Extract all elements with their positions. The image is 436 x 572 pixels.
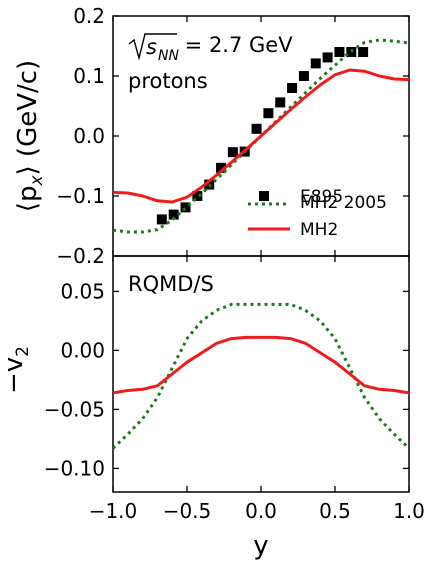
x-axis-label: y — [253, 531, 268, 561]
top-ytick-label: 0.2 — [73, 4, 105, 28]
top-ytick-label: −0.2 — [56, 244, 105, 268]
top-line-mh2 — [113, 68, 409, 204]
top-point-e895 — [310, 58, 321, 69]
bottom-ylabel-main: −v — [0, 357, 29, 394]
top-ylabel-sub: x — [27, 175, 47, 187]
xtick-label: 0.0 — [245, 499, 277, 523]
bottom-series — [113, 302, 409, 450]
bottom-ytick-label: −0.05 — [44, 397, 105, 421]
xtick-label: −0.5 — [163, 499, 212, 523]
top-point-e895 — [275, 97, 286, 108]
top-ytick-label: −0.1 — [56, 184, 105, 208]
annotation-subscript: NN — [158, 48, 179, 64]
annotation-value: = 2.7 GeV — [178, 33, 293, 57]
top-point-e895 — [156, 214, 167, 225]
xtick-label: 0.5 — [319, 499, 351, 523]
top-ticks: −0.2 −0.1 0.0 0.1 0.2 — [56, 4, 410, 268]
top-ytick-label: 0.0 — [73, 124, 105, 148]
legend: E895 MH2 2005 MH2 — [248, 187, 387, 240]
top-point-e895 — [180, 202, 191, 213]
top-y-axis-label: ⟨px⟩ (GeV/c) — [13, 60, 47, 212]
top-ylabel-main: ⟨p — [13, 186, 43, 213]
top-ytick-label: 0.1 — [73, 64, 105, 88]
top-series — [113, 38, 409, 234]
particle-annotation: protons — [128, 69, 208, 93]
top-point-e895 — [322, 52, 333, 63]
bottom-ticks: −0.10 −0.05 0.00 0.05 −1.0 −0.5 0.0 0.5 1.0 — [44, 256, 425, 523]
top-point-e895 — [216, 162, 227, 173]
annotation-radicand: s — [146, 35, 157, 59]
top-point-e895 — [168, 209, 179, 220]
bottom-y-axis-label: −v2 — [0, 346, 33, 394]
top-point-e895 — [251, 123, 262, 134]
bottom-panel: −0.10 −0.05 0.00 0.05 −1.0 −0.5 0.0 0.5 1.0 RQMD… — [0, 255, 425, 561]
top-point-e895 — [334, 47, 345, 57]
legend-label-e895: E895 — [300, 187, 343, 207]
xtick-label: −1.0 — [89, 499, 138, 523]
top-point-e895 — [227, 147, 238, 158]
bottom-ylabel-sub: 2 — [13, 346, 33, 357]
model-annotation: RQMD/S — [128, 272, 214, 296]
sqrt-symbol — [128, 33, 177, 61]
top-point-e895 — [298, 71, 309, 81]
xtick-label: 1.0 — [393, 499, 425, 523]
legend-marker-e895 — [259, 191, 269, 201]
bottom-ytick-label: −0.10 — [44, 456, 105, 480]
bottom-line-mh2-2005 — [113, 302, 409, 450]
bottom-ytick-label: 0.05 — [60, 279, 105, 303]
bottom-line-mh2 — [113, 335, 409, 395]
top-point-e895 — [263, 108, 274, 119]
legend-label-mh2-2005: MH2 2005 — [300, 193, 387, 213]
top-point-e895 — [358, 47, 369, 57]
top-panel: −0.2 −0.1 0.0 0.1 0.2 s NN = 2.7 GeV protons… — [13, 4, 410, 268]
top-point-e895 — [287, 83, 298, 93]
top-point-e895 — [192, 191, 203, 201]
legend-label-mh2: MH2 — [300, 220, 338, 240]
bottom-ytick-label: 0.00 — [60, 338, 105, 362]
energy-annotation: s NN = 2.7 GeV — [128, 33, 293, 64]
top-ylabel-rest: ⟩ (GeV/c) — [13, 60, 43, 176]
